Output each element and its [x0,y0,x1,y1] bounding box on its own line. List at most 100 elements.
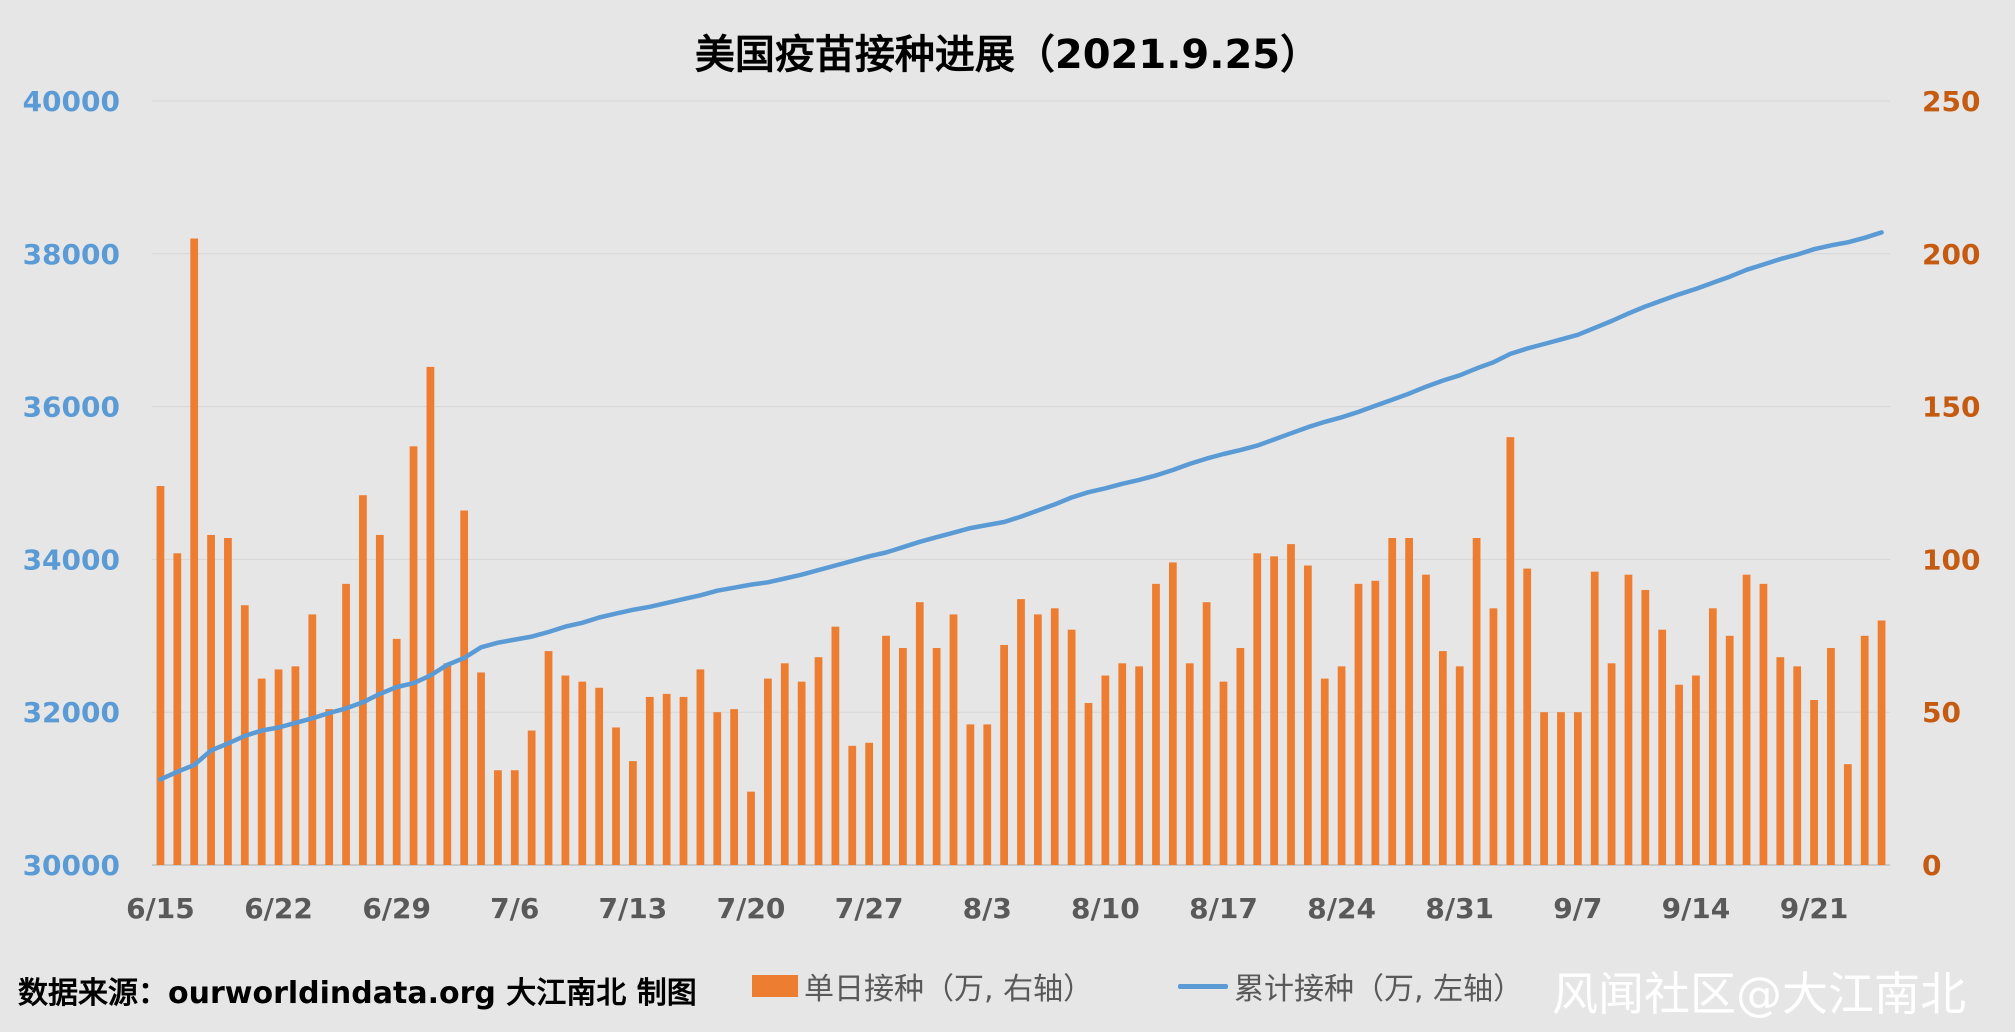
x-axis-tick: 7/27 [835,892,904,925]
daily-bar [1590,571,1599,865]
daily-bar [1573,712,1582,865]
daily-bar [1827,648,1835,865]
daily-bar [1084,703,1093,865]
daily-bar [713,712,722,865]
left-axis-tick: 36000 [23,391,120,424]
right-axis-tick: 250 [1922,85,1980,118]
daily-bar [865,742,874,865]
daily-bar [544,651,553,865]
daily-bar [207,534,215,865]
left-axis-tick: 38000 [23,238,120,271]
daily-bar [1118,663,1127,865]
chart-title: 美国疫苗接种进展（2021.9.25） [694,32,1321,78]
daily-bar [1658,629,1667,865]
right-axis-tick: 150 [1922,391,1980,424]
gridlines [152,100,1890,866]
daily-bar [1388,538,1397,865]
legend-bar-swatch [752,975,798,997]
left-axis-labels: 30000 32000 34000 36000 38000 40000 [23,85,120,882]
daily-bar [1708,608,1717,865]
daily-bar [1168,562,1177,865]
daily-bar [1236,648,1245,865]
daily-bar [780,663,789,865]
daily-bar [595,687,604,865]
daily-bar [342,583,350,865]
daily-bar [814,657,823,865]
daily-bar [274,669,283,865]
daily-bar [359,495,367,865]
daily-bar [1557,712,1565,865]
daily-bar [1253,553,1262,865]
x-axis-tick: 7/20 [717,892,786,925]
daily-bar [443,663,452,865]
legend-item-cumulative: 累计接种（万, 左轴） [1178,964,1523,1008]
daily-bar [1489,608,1498,865]
daily-bar [291,666,300,865]
right-axis-tick: 200 [1922,238,1980,271]
daily-bar [1540,712,1548,865]
daily-bar [426,366,435,865]
daily-bar [882,635,890,865]
daily-bar [1152,583,1160,865]
legend-item-daily: 单日接种（万, 右轴） [752,964,1093,1008]
daily-bar [308,614,317,865]
daily-bar [1422,574,1430,865]
daily-bar [375,534,384,865]
daily-bar [1438,651,1447,865]
legend-line-swatch [1178,983,1228,989]
daily-bar [494,770,502,865]
daily-bar [645,696,654,865]
daily-bar [578,681,587,865]
daily-bar [966,724,975,865]
daily-bar [899,648,907,865]
left-axis-tick: 32000 [23,696,120,729]
daily-bar [1135,666,1143,865]
daily-bar [1270,556,1278,865]
daily-bar [1303,565,1312,865]
daily-bar [409,446,418,865]
daily-bar [156,486,165,865]
daily-bar [1877,620,1886,865]
daily-bar [1050,608,1059,865]
daily-bar [1742,574,1751,865]
daily-bar [1810,699,1818,865]
daily-bar [1860,635,1869,865]
daily-bar [224,538,232,865]
daily-bar [949,614,958,865]
x-axis-tick: 6/22 [244,892,313,925]
daily-bar [1776,657,1785,865]
daily-bar [1219,681,1228,865]
x-axis-tick: 6/15 [126,892,195,925]
daily-bar [1624,574,1633,865]
daily-bar [1185,663,1194,865]
right-axis-tick: 100 [1922,543,1980,576]
daily-bar [1354,583,1363,865]
daily-bar [1033,614,1042,865]
daily-bar [629,761,637,865]
daily-bar [392,638,401,865]
x-axis-tick: 9/21 [1780,892,1849,925]
daily-bar [1101,675,1110,865]
left-axis-tick: 30000 [23,849,120,882]
daily-bar [1759,583,1768,865]
daily-bar [1472,538,1481,865]
daily-bar [460,510,469,865]
daily-bar [1843,764,1852,865]
daily-bar [510,770,519,865]
daily-bar [983,724,992,865]
daily-bar [1017,599,1025,865]
daily-bar [1202,602,1211,865]
data-source-note: 数据来源：ourworldindata.org 大江南北 制图 [18,976,697,1011]
x-axis-tick: 8/10 [1071,892,1140,925]
daily-bar [1455,666,1464,865]
daily-bar [1000,644,1009,865]
cumulative-line-group [158,230,1884,782]
daily-bar [1320,678,1329,865]
daily-bar [915,602,924,865]
x-axis-tick: 7/6 [490,892,539,925]
daily-bar [1371,580,1380,865]
daily-bar [257,678,266,865]
right-axis-tick: 50 [1922,696,1961,729]
legend-label-daily: 单日接种（万, 右轴） [804,972,1094,1007]
daily-bar [831,626,840,865]
